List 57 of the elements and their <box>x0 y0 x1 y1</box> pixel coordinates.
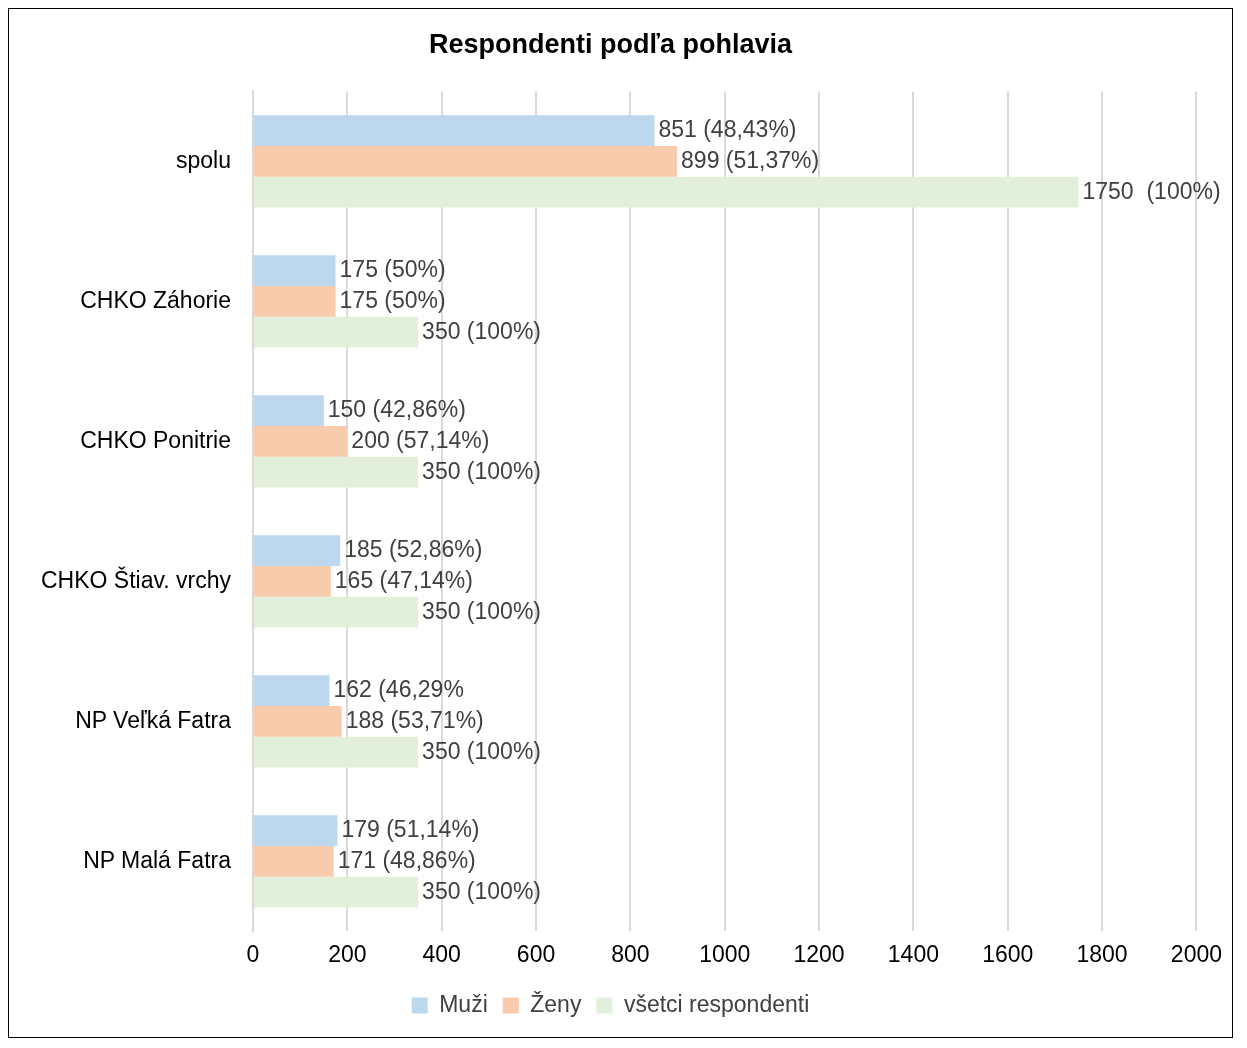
bar <box>254 706 342 737</box>
data-label: 188 (53,71%) <box>345 706 484 733</box>
legend-label: všetci respondenti <box>623 990 810 1017</box>
data-label: 171 (48,86%) <box>337 846 476 873</box>
data-label: 350 (100%) <box>422 457 542 484</box>
bar <box>254 596 419 628</box>
bar <box>254 566 331 597</box>
data-label: 350 (100%) <box>422 597 542 624</box>
bar <box>254 146 678 177</box>
x-tick-label: 1400 <box>887 940 939 967</box>
x-tick-label: 1200 <box>793 940 845 967</box>
data-label: 150 (42,86%) <box>327 395 466 422</box>
bar <box>254 675 330 706</box>
x-tick-label: 600 <box>516 940 556 967</box>
data-label: 175 (50%) <box>339 286 446 313</box>
y-tick-label: CHKO Ponitrie <box>80 426 231 453</box>
chart-title: Respondenti podľa pohlavia <box>429 28 793 59</box>
bar <box>254 115 655 146</box>
data-label: 200 (57,14%) <box>351 426 490 453</box>
data-label: 185 (52,86%) <box>344 535 483 562</box>
data-label: 175 (50%) <box>339 255 446 282</box>
data-label: 899 (51,37%) <box>681 146 820 173</box>
x-tick-label: 1000 <box>699 940 751 967</box>
bar <box>254 456 419 488</box>
data-label: 179 (51,14%) <box>341 815 480 842</box>
data-label: 165 (47,14%) <box>334 566 473 593</box>
y-tick-label: CHKO Záhorie <box>80 286 231 313</box>
y-tick-label: spolu <box>176 146 231 173</box>
x-tick-label: 0 <box>246 940 260 967</box>
bar <box>254 736 419 768</box>
x-tick-label: 400 <box>422 940 461 967</box>
legend-label: Ženy <box>530 990 582 1017</box>
bar <box>254 815 338 846</box>
y-tick-label: NP Malá Fatra <box>83 846 232 873</box>
x-tick-label: 800 <box>611 940 650 967</box>
data-label: 350 (100%) <box>422 317 542 344</box>
bar <box>254 255 336 286</box>
legend-label: Muži <box>439 990 488 1017</box>
y-tick-label: CHKO Štiav. vrchy <box>41 565 232 593</box>
data-label: 851 (48,43%) <box>658 115 797 142</box>
x-tick-label: 200 <box>328 940 367 967</box>
x-tick-label: 1800 <box>1076 940 1128 967</box>
bar <box>254 535 341 566</box>
bar <box>254 286 336 317</box>
bar <box>254 846 334 877</box>
x-tick-label: 1600 <box>982 940 1034 967</box>
data-label: 350 (100%) <box>422 737 542 764</box>
bar <box>254 316 419 348</box>
bar <box>254 176 1079 208</box>
data-label: 162 (46,29% <box>333 675 464 702</box>
bar <box>254 395 324 426</box>
bar <box>254 426 348 457</box>
y-tick-label: NP Veľká Fatra <box>75 706 232 733</box>
bar <box>254 876 419 908</box>
data-label: 1750 (100%) <box>1082 177 1221 204</box>
data-label: 350 (100%) <box>422 877 542 904</box>
x-tick-label: 2000 <box>1170 940 1222 967</box>
